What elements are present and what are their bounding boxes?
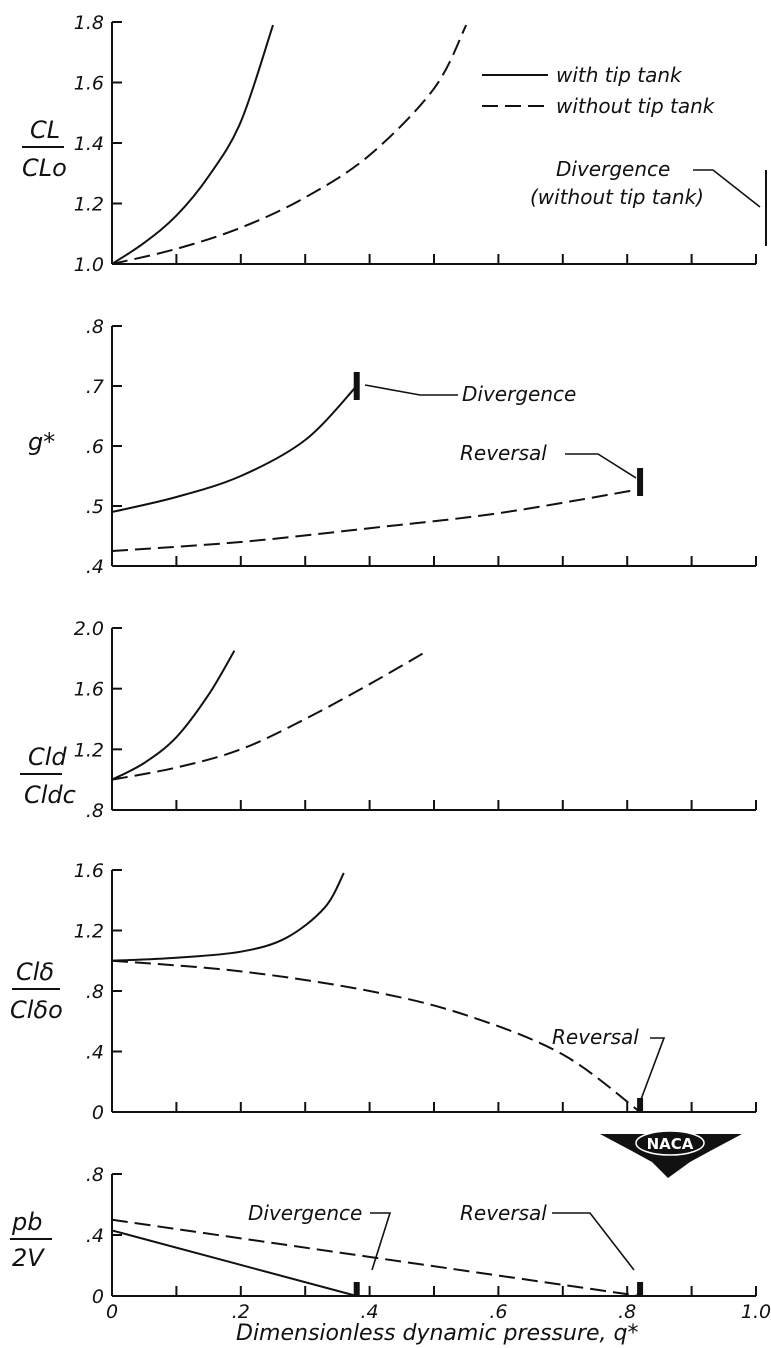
legend-label-without-tip-tank: without tip tank	[556, 94, 716, 118]
annotation-divergence-without-tip-tank: Divergence (without tip tank)	[530, 157, 767, 246]
annotation-reversal-arrow	[565, 453, 637, 479]
series-without-tip-tank	[111, 1218, 641, 1297]
ylabel-numerator: Clδ	[16, 958, 54, 986]
annotation-divergence-label: Divergence	[556, 157, 670, 181]
axes-cldelta-ratio: 0 .4 .8 1.2 1.6	[74, 860, 757, 1124]
y-tick-label: .8	[86, 981, 104, 1003]
ylabel-denominator: 2V	[12, 1244, 45, 1272]
annotation-divergence-arrow	[364, 384, 458, 396]
y-tick-label: 1.6	[74, 73, 104, 95]
y-tick-label: 0	[92, 1286, 104, 1308]
annotation-divergence-label: Divergence	[248, 1201, 362, 1225]
x-axis-label: Dimensionless dynamic pressure, q*	[236, 1321, 639, 1346]
annotation-divergence-arrow	[370, 1212, 392, 1271]
y-tick-label: .8	[86, 316, 104, 338]
x-tick-label: .4	[361, 1301, 379, 1323]
panel-cld-ratio: .8 1.2 1.6 2.0 Cld Cldc	[20, 618, 757, 822]
x-tick-label: .6	[489, 1301, 507, 1323]
annotation-reversal-arrow	[639, 1037, 666, 1103]
annotation-reversal-label: Reversal	[552, 1025, 639, 1049]
panel-cldelta-ratio: 0 .4 .8 1.2 1.6 Clδ Clδo Reversal NACA	[10, 860, 757, 1178]
annotation-arrow	[693, 169, 761, 208]
legend: with tip tank without tip tank	[482, 63, 716, 118]
axes-cl-ratio: 1.0 1.2 1.4 1.6 1.8	[74, 12, 757, 276]
x-tick-label: 1.0	[741, 1301, 771, 1323]
axes-cld-ratio: .8 1.2 1.6 2.0	[74, 618, 757, 822]
series-with-tip-tank	[111, 872, 345, 962]
series-without-tip-tank	[111, 649, 429, 781]
series-with-tip-tank	[111, 385, 358, 513]
annotation-reversal: Reversal	[460, 1201, 635, 1271]
y-tick-label: .4	[86, 556, 104, 578]
y-tick-label: 1.6	[74, 860, 104, 882]
y-tick-label: .4	[86, 1042, 104, 1064]
y-tick-label: 1.4	[74, 133, 104, 155]
y-tick-label: 1.0	[74, 254, 104, 276]
ylabel-denominator: Clδo	[10, 996, 63, 1024]
annotation-reversal-label: Reversal	[460, 1201, 547, 1225]
y-tick-label: 1.2	[74, 194, 104, 216]
series-without-tip-tank	[111, 488, 641, 552]
series-with-tip-tank	[111, 24, 274, 265]
annotation-divergence-label: Divergence	[462, 382, 576, 406]
ylabel-numerator: pb	[11, 1208, 42, 1236]
panel-cl-ratio: 1.0 1.2 1.4 1.6 1.8 CL CLo with tip tank wit…	[22, 12, 767, 276]
legend-label-with-tip-tank: with tip tank	[556, 63, 683, 87]
x-tick-label: 0	[106, 1301, 118, 1323]
y-tick-label: .5	[86, 496, 104, 518]
y-tick-label: 0	[92, 1102, 104, 1124]
naca-logo-wings	[600, 1134, 742, 1178]
naca-logo-oval	[635, 1130, 705, 1156]
ylabel-denominator: CLo	[22, 154, 67, 182]
y-tick-label: 1.2	[74, 739, 104, 761]
series-without-tip-tank	[111, 24, 468, 265]
naca-logo: NACA	[600, 1130, 742, 1178]
annotation-divergence: Divergence	[364, 382, 576, 406]
y-tick-label: 1.2	[74, 921, 104, 943]
y-tick-label: .6	[86, 436, 104, 458]
x-tick-label: .2	[232, 1301, 250, 1323]
y-tick-label: 2.0	[74, 618, 104, 640]
axes-g-star: .4 .5 .6 .7 .8	[86, 316, 757, 578]
series-without-tip-tank	[111, 959, 641, 1113]
annotation-reversal: Reversal	[552, 1025, 666, 1103]
annotation-reversal: Reversal	[460, 441, 637, 479]
naca-logo-text: NACA	[647, 1135, 694, 1153]
y-tick-label: .8	[86, 800, 104, 822]
panel-g-star: .4 .5 .6 .7 .8 g* Divergence Reversal	[28, 316, 757, 578]
y-tick-label: 1.8	[74, 12, 104, 34]
x-tick-label: .8	[618, 1301, 636, 1323]
y-tick-label: .8	[86, 1164, 104, 1186]
axes-pb-2v: 0 .4 .8 0 .2 .4 .6 .8 1.0	[86, 1164, 771, 1323]
annotation-reversal-label: Reversal	[460, 441, 547, 465]
series-with-tip-tank	[111, 1229, 357, 1297]
ylabel-denominator: Cldc	[24, 781, 76, 809]
series-with-tip-tank	[111, 650, 236, 781]
annotation-divergence: Divergence	[248, 1201, 392, 1271]
annotation-reversal-arrow	[552, 1212, 635, 1271]
ylabel-numerator: Cld	[28, 743, 67, 771]
ylabel-numerator: CL	[30, 116, 60, 144]
y-tick-label: .4	[86, 1225, 104, 1247]
annotation-without-tip-tank-label: (without tip tank)	[530, 185, 704, 209]
y-tick-label: .7	[86, 376, 104, 398]
y-tick-label: 1.6	[74, 679, 104, 701]
ylabel-g-star: g*	[28, 428, 55, 456]
panel-pb-2v: 0 .4 .8 0 .2 .4 .6 .8 1.0 pb 2V Divergence Rever…	[10, 1164, 771, 1346]
